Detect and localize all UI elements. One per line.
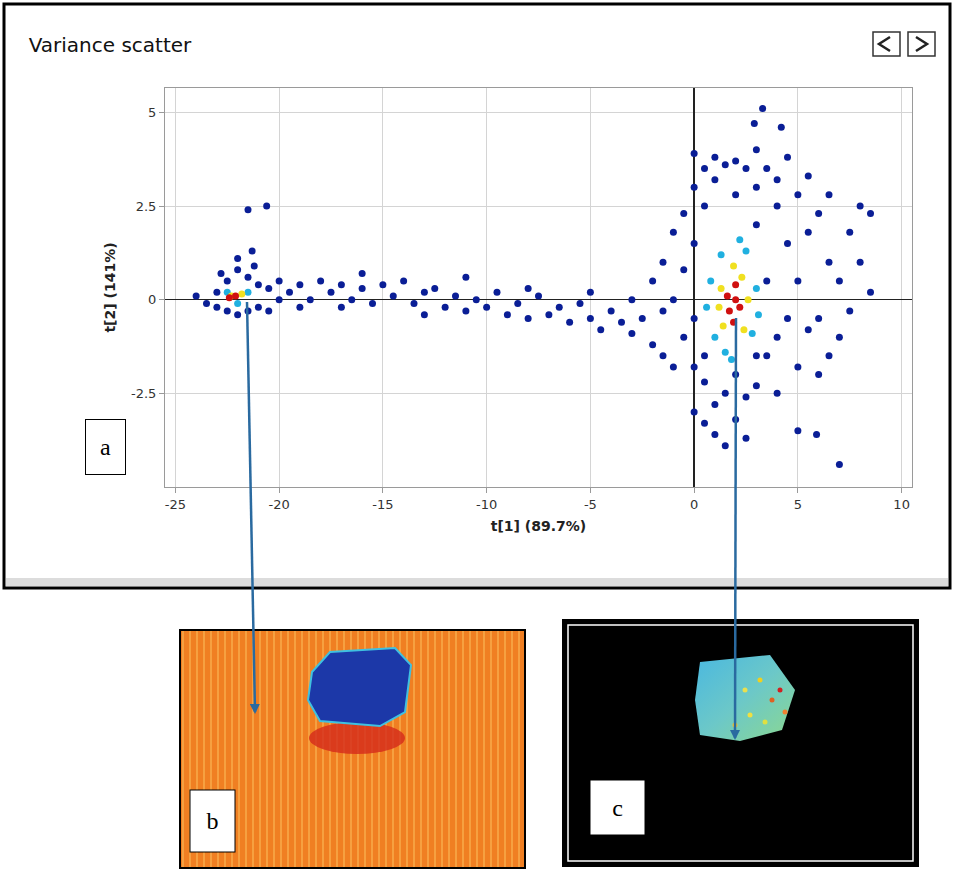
svg-text:0: 0 bbox=[690, 497, 698, 512]
svg-text:-20: -20 bbox=[269, 497, 290, 512]
svg-text:-5: -5 bbox=[584, 497, 597, 512]
svg-text:t[2] (141%): t[2] (141%) bbox=[102, 242, 118, 332]
svg-text:2.5: 2.5 bbox=[136, 199, 157, 214]
svg-text:5: 5 bbox=[794, 497, 802, 512]
svg-text:-25: -25 bbox=[165, 497, 186, 512]
svg-text:a: a bbox=[100, 434, 111, 460]
svg-text:t[1] (89.7%): t[1] (89.7%) bbox=[491, 518, 586, 534]
svg-text:Variance scatter: Variance scatter bbox=[29, 33, 192, 57]
svg-text:0: 0 bbox=[148, 292, 156, 307]
svg-text:-10: -10 bbox=[476, 497, 497, 512]
svg-text:10: 10 bbox=[893, 497, 910, 512]
svg-text:-15: -15 bbox=[372, 497, 393, 512]
svg-text:5: 5 bbox=[148, 105, 156, 120]
svg-text:-2.5: -2.5 bbox=[131, 386, 156, 401]
svg-text:b: b bbox=[207, 808, 219, 834]
svg-text:c: c bbox=[612, 795, 623, 821]
